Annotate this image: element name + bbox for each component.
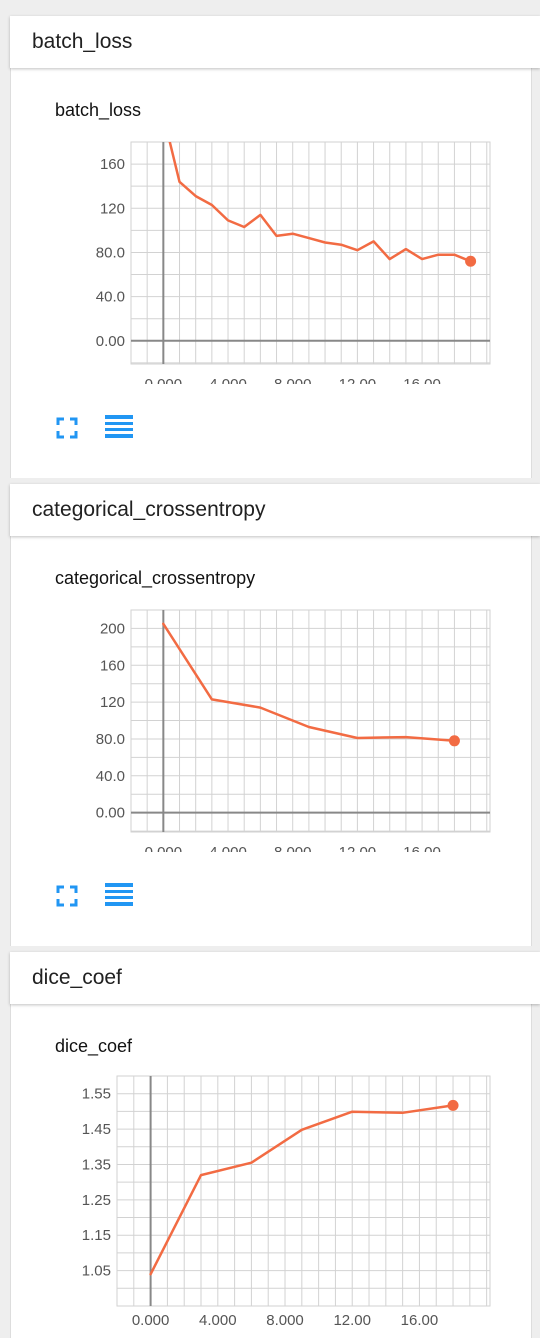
x-tick-label: 12.00 (333, 1312, 371, 1329)
y-tick-label: 1.25 (82, 1192, 111, 1209)
y-tick-label: 80.0 (96, 731, 125, 748)
x-tick-label: 4.000 (209, 844, 247, 852)
chart-title: categorical_crossentropy (55, 568, 256, 588)
section-title: batch_loss (32, 30, 133, 53)
x-tick-label: 12.00 (339, 376, 377, 384)
chart-categorical-crossentropy: 0.00 40.0 80.0 120 160 200 0.000 4.000 8.000 12.0… (96, 609, 491, 852)
chart-card-batch-loss: batch_loss 0.00 40.0 80.0 120 160 0.000 4.000 8… (10, 68, 532, 478)
x-tick-label: 8.000 (266, 1312, 304, 1329)
section-title: dice_coef (32, 966, 122, 989)
y-tick-label: 80.0 (96, 244, 125, 261)
last-point-marker[interactable] (448, 735, 460, 747)
last-point-marker[interactable] (465, 255, 477, 267)
y-tick-label: 160 (100, 156, 125, 173)
y-tick-label: 40.0 (96, 768, 125, 785)
y-tick-label: 160 (100, 657, 125, 674)
plot-frame (116, 1075, 491, 1307)
chart-title: batch_loss (55, 100, 142, 120)
y-tick-label: 1.45 (82, 1121, 111, 1138)
y-tick-label: 1.35 (82, 1156, 111, 1173)
series-line (168, 142, 472, 263)
y-tick-label: 120 (100, 694, 125, 711)
y-tick-label: 40.0 (96, 289, 125, 306)
x-tick-label: 0.000 (132, 1312, 170, 1329)
last-point-marker[interactable] (447, 1099, 459, 1111)
x-tick-label: 0.000 (145, 376, 183, 384)
y-tick-label: 1.55 (82, 1086, 111, 1103)
gridlines (130, 609, 490, 832)
chart-card-dice-coef: dice_coef 1.05 1.15 1.25 1.35 1.45 1.55 0.000 4… (10, 1004, 532, 1338)
section-title: categorical_crossentropy (32, 498, 266, 521)
x-tick-label: 8.000 (274, 376, 312, 384)
chart-card-categorical-crossentropy: categorical_crossentropy 0.00 40.0 80.0 120… (10, 536, 532, 946)
gridlines (116, 1075, 490, 1307)
plot-frame (130, 609, 491, 833)
x-tick-label: 8.000 (274, 844, 312, 852)
section-header-categorical-crossentropy[interactable]: categorical_crossentropy (10, 484, 540, 536)
series-line (149, 1104, 455, 1276)
x-tick-label: 0.000 (145, 844, 183, 852)
x-tick-label: 4.000 (199, 1312, 237, 1329)
section-header-batch-loss[interactable]: batch_loss (10, 16, 540, 68)
section-header-dice-coef[interactable]: dice_coef (10, 952, 540, 1004)
plot-frame (130, 141, 491, 365)
x-tick-label: 16.00 (403, 844, 441, 852)
y-tick-label: 0.00 (96, 333, 125, 350)
y-tick-label: 0.00 (96, 805, 125, 822)
chart-title: dice_coef (55, 1036, 133, 1056)
chart-batch-loss: 0.00 40.0 80.0 120 160 0.000 4.000 8.000 12.00 16… (96, 141, 491, 384)
y-tick-label: 1.15 (82, 1227, 111, 1244)
x-tick-label: 4.000 (209, 376, 247, 384)
series-line (162, 622, 456, 743)
y-tick-label: 200 (100, 620, 125, 637)
gridlines (130, 141, 490, 364)
x-tick-label: 12.00 (339, 844, 377, 852)
x-tick-label: 16.00 (401, 1312, 439, 1329)
y-tick-label: 1.05 (82, 1263, 111, 1280)
x-tick-label: 16.00 (403, 376, 441, 384)
y-tick-label: 120 (100, 200, 125, 217)
chart-dice-coef: 1.05 1.15 1.25 1.35 1.45 1.55 0.000 4.000 8.000 1… (82, 1075, 491, 1329)
